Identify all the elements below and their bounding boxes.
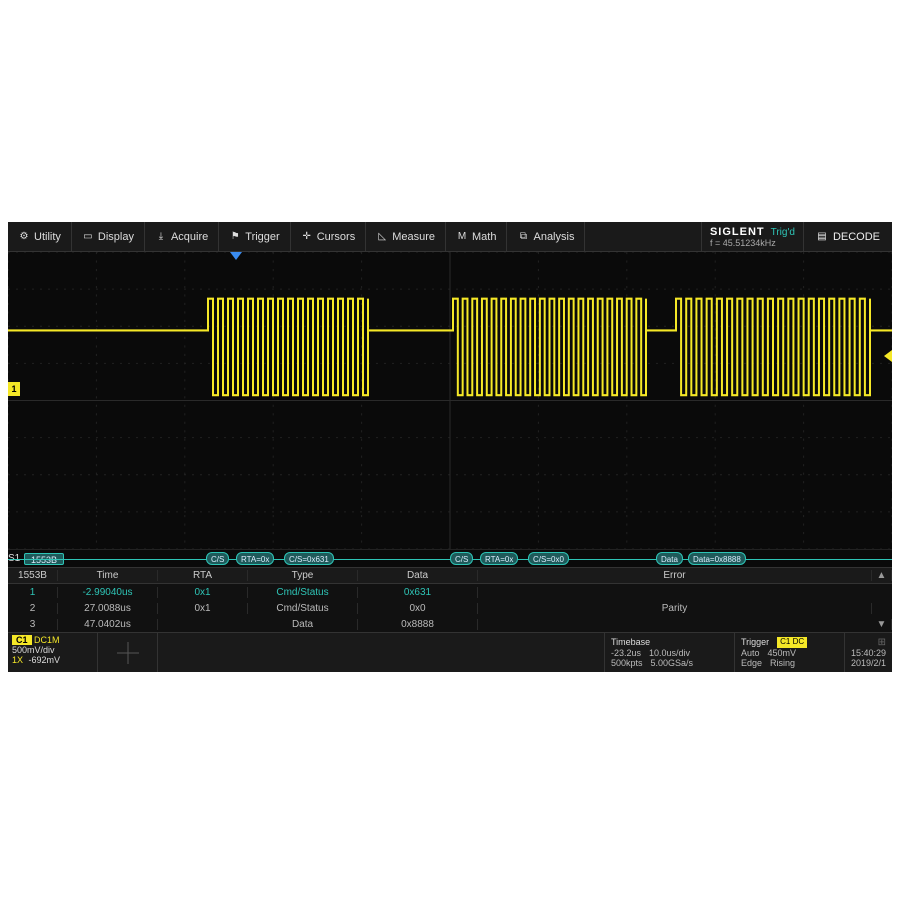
timebase-pts: 500kpts: [611, 658, 643, 668]
decode-label: DECODE: [833, 231, 880, 243]
menu-label: Utility: [34, 231, 61, 243]
connection-icon: ⊞: [878, 637, 886, 648]
flag-icon: ⚑: [229, 231, 241, 243]
status-bar: C1 DC1M 500mV/div 1X -692mV Timebase -23…: [8, 632, 892, 672]
decode-lane: S1 1553B C/SRTA=0xC/S=0x631C/SRTA=0xC/S=…: [8, 549, 892, 567]
timebase-rate: 5.00GSa/s: [650, 658, 693, 668]
probe-factor: 1X: [12, 655, 26, 665]
menu-trigger[interactable]: ⚑ Trigger: [219, 222, 290, 251]
col-type: Type: [248, 570, 358, 581]
channel-coupling: DC1M: [34, 635, 60, 645]
trigger-info[interactable]: Trigger C1 DC Auto 450mV Edge Rising: [734, 633, 844, 672]
trigger-title: Trigger: [741, 637, 769, 647]
decode-bubble: Data: [656, 552, 683, 565]
brand-status: SIGLENT Trig'd f = 45.51234kHz: [701, 222, 804, 251]
decode-bubble: RTA=0x: [236, 552, 274, 565]
position-indicator: [98, 633, 158, 672]
trigger-level: 450mV: [767, 648, 796, 658]
table-header: 1553B Time RTA Type Data Error ▲: [8, 568, 892, 584]
col-error: Error: [478, 570, 872, 581]
oscilloscope-screen: ⚙ Utility ▭ Display ⤓ Acquire ⚑ Trigger …: [8, 222, 892, 672]
channel-tag: C1: [12, 635, 32, 645]
trigger-channel: C1 DC: [777, 637, 807, 648]
waveform-display[interactable]: 1: [8, 252, 892, 549]
crosshair-icon: [113, 638, 143, 668]
display-icon: ▭: [82, 231, 94, 243]
table-row[interactable]: 227.0088us0x1Cmd/Status0x0Parity: [8, 600, 892, 616]
col-rta: RTA: [158, 570, 248, 581]
menu-label: Analysis: [533, 231, 574, 243]
menu-label: Display: [98, 231, 134, 243]
clock-date: 2019/2/1: [851, 658, 886, 668]
math-icon: M: [456, 231, 468, 243]
menu-label: Math: [472, 231, 496, 243]
decode-button[interactable]: ▤ DECODE: [804, 222, 892, 251]
decode-bubble: C/S: [450, 552, 473, 565]
menu-label: Trigger: [245, 231, 279, 243]
decode-bubble: C/S=0x631: [284, 552, 334, 565]
col-time: Time: [58, 570, 158, 581]
trigger-type: Edge: [741, 658, 762, 668]
timebase-delay: -23.2us: [611, 648, 641, 658]
menu-acquire[interactable]: ⤓ Acquire: [145, 222, 219, 251]
decode-bubble: C/S=0x0: [528, 552, 569, 565]
trigger-slope: Rising: [770, 658, 795, 668]
menu-label: Measure: [392, 231, 435, 243]
analysis-icon: ⧉: [517, 231, 529, 243]
menu-cursors[interactable]: ✛ Cursors: [291, 222, 367, 251]
channel-scale: 500mV/div: [12, 645, 93, 655]
channel-offset: -692mV: [29, 655, 61, 665]
col-data: Data: [358, 570, 478, 581]
datetime-info: ⊞ 15:40:29 2019/2/1: [844, 633, 892, 672]
menu-analysis[interactable]: ⧉ Analysis: [507, 222, 585, 251]
trigger-status: Trig'd: [771, 227, 795, 238]
decode-table: 1553B Time RTA Type Data Error ▲ 1-2.990…: [8, 567, 892, 632]
timebase-scale: 10.0us/div: [649, 648, 690, 658]
waveform-svg: [8, 252, 892, 549]
clock-time: 15:40:29: [851, 648, 886, 658]
timebase-title: Timebase: [611, 637, 728, 647]
menu-display[interactable]: ▭ Display: [72, 222, 145, 251]
gear-icon: ⚙: [18, 231, 30, 243]
spacer: [158, 633, 604, 672]
menu-label: Acquire: [171, 231, 208, 243]
menu-measure[interactable]: ◺ Measure: [366, 222, 446, 251]
scroll-down-icon[interactable]: ▼: [872, 619, 892, 630]
decode-bubble: Data=0x8888: [688, 552, 746, 565]
trigger-level-marker[interactable]: [884, 350, 892, 362]
channel-info[interactable]: C1 DC1M 500mV/div 1X -692mV: [8, 633, 98, 672]
timebase-info[interactable]: Timebase -23.2us 10.0us/div 500kpts 5.00…: [604, 633, 734, 672]
acquire-icon: ⤓: [155, 231, 167, 243]
menu-label: Cursors: [317, 231, 356, 243]
list-icon: ▤: [816, 231, 828, 243]
brand-name: SIGLENT: [710, 226, 765, 238]
table-row[interactable]: 347.0402usData0x8888▼: [8, 616, 892, 632]
channel-marker[interactable]: 1: [8, 382, 20, 396]
trigger-position-marker[interactable]: [230, 252, 242, 260]
measure-icon: ◺: [376, 231, 388, 243]
frequency-readout: f = 45.51234kHz: [710, 238, 776, 248]
trigger-mode: Auto: [741, 648, 760, 658]
decode-bubble: RTA=0x: [480, 552, 518, 565]
menu-bar: ⚙ Utility ▭ Display ⤓ Acquire ⚑ Trigger …: [8, 222, 892, 252]
col-protocol: 1553B: [8, 570, 58, 581]
scroll-up-icon[interactable]: ▲: [872, 570, 892, 581]
menu-utility[interactable]: ⚙ Utility: [8, 222, 72, 251]
cursors-icon: ✛: [301, 231, 313, 243]
decode-bubble: C/S: [206, 552, 229, 565]
menu-math[interactable]: M Math: [446, 222, 507, 251]
table-row[interactable]: 1-2.99040us0x1Cmd/Status0x631: [8, 584, 892, 600]
